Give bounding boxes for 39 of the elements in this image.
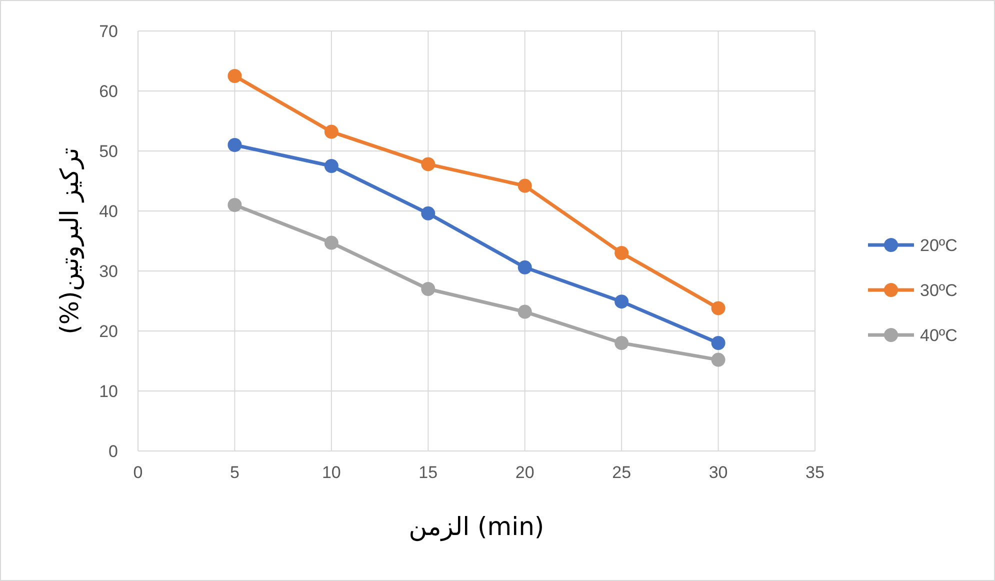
point — [614, 294, 629, 309]
x-axis-title: الزمن (min) — [408, 512, 544, 542]
point — [421, 282, 436, 296]
y-tick-label: 40 — [99, 202, 118, 221]
point — [324, 124, 338, 139]
x-tick-label: 10 — [322, 463, 341, 482]
point — [518, 260, 532, 274]
y-tick-label: 50 — [99, 142, 118, 161]
y-axis-title: تركيز البروتين(%) — [55, 148, 85, 334]
y-tick-label: 60 — [99, 82, 118, 101]
point — [228, 138, 242, 152]
x-tick-label: 15 — [418, 463, 438, 482]
x-tick-label: 35 — [806, 463, 824, 482]
point — [324, 159, 338, 173]
x-tick-label: 20 — [515, 463, 534, 482]
point — [421, 157, 436, 172]
x-tick-label: 25 — [612, 463, 632, 482]
x-tick-label: 5 — [230, 463, 240, 482]
legend-label: 40ºC — [920, 326, 958, 345]
legend-label: 20ºC — [920, 236, 958, 255]
point — [711, 301, 726, 316]
point — [421, 206, 436, 220]
y-tick-label: 70 — [99, 22, 118, 41]
point — [228, 198, 242, 212]
point — [614, 246, 629, 260]
point — [324, 236, 338, 250]
x-tick-label: 0 — [133, 463, 143, 482]
point — [711, 336, 726, 350]
point — [711, 352, 726, 367]
y-tick-label: 20 — [99, 322, 118, 341]
point — [518, 304, 532, 319]
point — [518, 178, 532, 193]
x-tick-label: 30 — [708, 463, 728, 482]
legend-label: 30ºC — [920, 281, 958, 300]
y-tick-label: 0 — [108, 442, 118, 461]
y-tick-label: 30 — [99, 262, 118, 281]
point — [228, 69, 242, 83]
point — [614, 336, 629, 350]
y-tick-label: 10 — [99, 382, 118, 401]
